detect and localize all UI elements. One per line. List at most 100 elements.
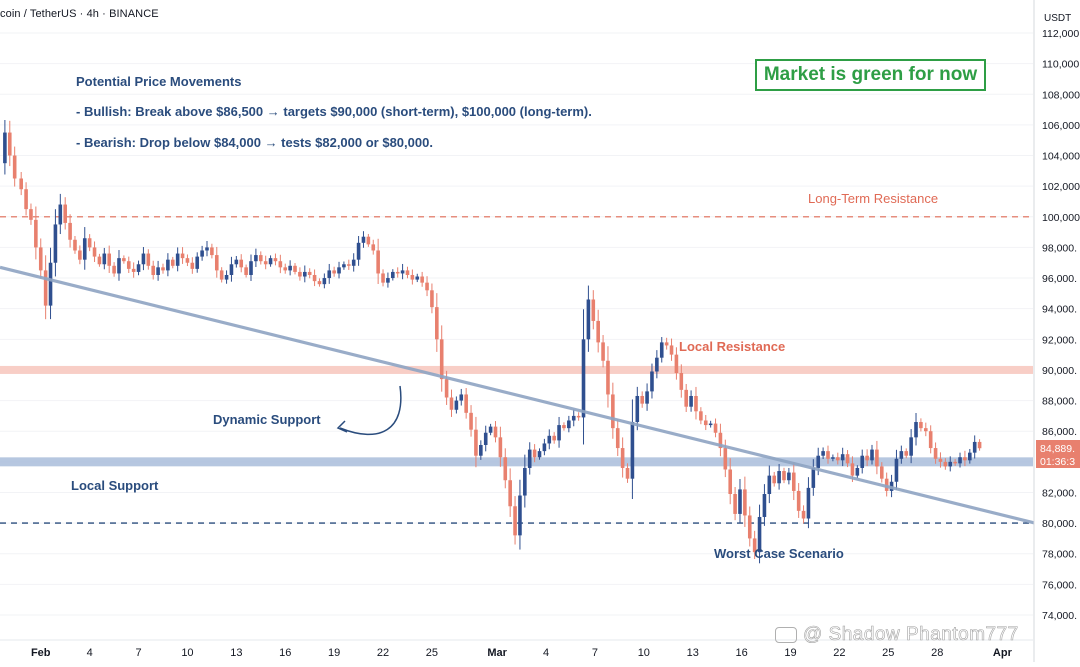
candle-body: [640, 395, 644, 404]
candle: [747, 506, 752, 547]
candle-body: [757, 516, 762, 553]
candle-body: [914, 422, 918, 438]
axis-currency: USDT: [1044, 13, 1071, 24]
candle-body: [415, 276, 420, 280]
candle-body: [845, 454, 850, 464]
candle-body: [703, 420, 708, 426]
candle: [68, 214, 72, 248]
candle: [469, 405, 473, 437]
price-levels: [0, 216, 1033, 524]
x-tick-label: 25: [426, 647, 438, 659]
candle: [254, 248, 258, 267]
candle: [523, 454, 527, 508]
candle-body: [552, 435, 556, 441]
candle-body: [371, 244, 376, 251]
candle: [258, 251, 263, 265]
candle: [405, 266, 410, 279]
candle-body: [928, 431, 933, 449]
candle-body: [674, 354, 679, 374]
candle: [136, 260, 141, 276]
candle-body: [850, 463, 855, 476]
symbol-title: coin / TetherUS · 4h · BINANCE: [0, 8, 159, 20]
candle: [381, 269, 385, 287]
x-tick-label: 10: [181, 647, 193, 659]
candle: [757, 504, 762, 564]
candle-body: [58, 204, 63, 225]
candle-body: [146, 253, 151, 266]
candle-body: [806, 487, 811, 519]
candle: [239, 254, 244, 273]
candle-body: [567, 420, 571, 429]
candle: [278, 254, 283, 274]
candle-body: [532, 449, 537, 458]
arrowhead-icon: [336, 420, 348, 433]
candle-body: [131, 268, 136, 272]
candle: [557, 416, 561, 448]
candle-body: [762, 494, 767, 517]
candle: [229, 256, 234, 282]
candle: [542, 438, 547, 456]
candle: [630, 399, 635, 500]
candle-body: [405, 270, 410, 275]
camera-icon: [775, 627, 797, 643]
candle-body: [655, 357, 659, 372]
y-tick-label: 104,000: [1042, 151, 1080, 163]
candle: [640, 391, 644, 408]
candle: [283, 263, 288, 274]
dynamic-support-trendline: [0, 265, 1036, 525]
x-tick-label: 22: [377, 647, 389, 659]
candle: [347, 259, 351, 270]
candle-body: [772, 475, 777, 484]
x-tick-label: 7: [592, 647, 598, 659]
candle: [562, 422, 566, 431]
candle-body: [865, 455, 869, 461]
candle: [73, 236, 77, 254]
candle: [527, 442, 532, 475]
candle-body: [122, 258, 126, 262]
candle: [606, 346, 610, 408]
candle: [410, 269, 415, 285]
x-tick-label: 25: [882, 647, 894, 659]
candle-body: [195, 256, 200, 269]
candle: [689, 390, 693, 412]
candle: [430, 283, 434, 314]
candle-body: [347, 264, 351, 266]
candle-body: [576, 415, 581, 418]
candle: [195, 252, 200, 273]
candle: [43, 255, 48, 320]
candle-body: [919, 422, 923, 429]
candle-body: [43, 270, 48, 306]
candle-body: [752, 538, 757, 553]
candle: [474, 416, 478, 468]
candle: [185, 254, 190, 267]
candle-body: [327, 270, 332, 279]
candle-body: [601, 342, 605, 361]
y-tick-label: 86,000.: [1042, 426, 1077, 438]
candle: [782, 467, 786, 484]
candle: [806, 477, 811, 529]
x-tick-label: 22: [833, 647, 845, 659]
x-tick-label: 19: [784, 647, 796, 659]
candle: [953, 459, 957, 466]
candle: [249, 254, 253, 281]
candle-body: [787, 472, 791, 481]
last-price-tag: 84,889. 01:36:3: [1036, 440, 1080, 468]
candle-body: [342, 264, 346, 268]
candle: [537, 448, 542, 460]
candle: [787, 467, 791, 485]
candle-body: [879, 466, 884, 479]
watermark-text: @ Shadow Phantom777: [803, 624, 1019, 646]
candle-body: [855, 467, 860, 476]
y-tick-label: 106,000: [1042, 120, 1080, 132]
candle: [938, 452, 943, 468]
candle: [508, 468, 512, 517]
x-tick-label: Apr: [993, 647, 1013, 659]
candle: [772, 471, 777, 487]
candle-body: [659, 342, 664, 358]
candle: [498, 426, 503, 467]
x-tick-label: 10: [638, 647, 650, 659]
price-tag-value: 84,889.: [1040, 443, 1075, 455]
candle-body: [395, 271, 400, 274]
candle-body: [747, 515, 752, 539]
